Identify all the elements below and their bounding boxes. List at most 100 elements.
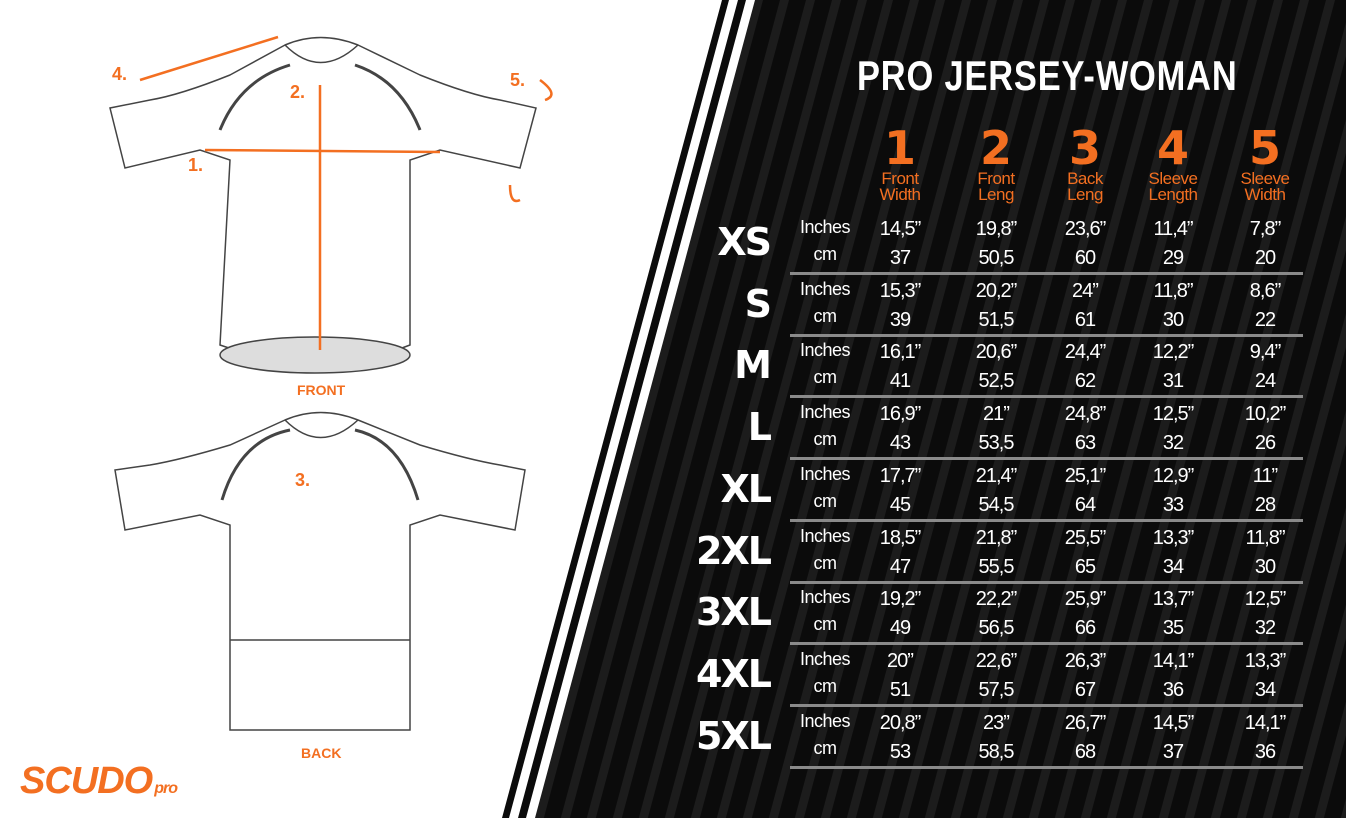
value-cm: 33 — [1162, 493, 1184, 516]
row-divider — [790, 765, 1303, 769]
value-cm: 65 — [1074, 555, 1096, 578]
value-inches: 11,4” — [1153, 218, 1193, 240]
value-inches: 13,7” — [1152, 588, 1195, 611]
column-number: 3 — [1068, 121, 1101, 175]
marker-1: 1. — [188, 155, 204, 175]
size-row: 2XL Inches cm 18,5” 47 21,8” 55,5 25,5” 65 13,… — [690, 523, 1305, 584]
size-label: S — [744, 281, 772, 326]
unit-inches: Inches — [799, 587, 851, 608]
unit-inches: Inches — [799, 278, 851, 299]
value-cm: 53 — [889, 740, 911, 763]
value-cm: 54,5 — [978, 493, 1015, 516]
value-inches: 24,4” — [1064, 341, 1107, 364]
marker-5: 5. — [510, 70, 526, 90]
brand-logo: SCUDO pro — [20, 760, 178, 802]
value-cm: 36 — [1254, 740, 1276, 763]
value-inches: 24,8” — [1064, 403, 1107, 426]
row-divider — [790, 518, 1303, 522]
row-divider — [790, 642, 1303, 646]
row-divider — [790, 395, 1303, 399]
unit-cm: cm — [813, 552, 838, 573]
unit-cm: cm — [813, 429, 838, 450]
value-cm: 24 — [1254, 370, 1276, 393]
row-divider — [790, 272, 1303, 275]
value-cm: 51,5 — [978, 308, 1015, 331]
value-cm: 68 — [1074, 740, 1096, 763]
value-inches: 25,1” — [1064, 464, 1107, 487]
size-row: 5XL Inches cm 20,8” 53 23” 58,5 26,7” 68 14,5”… — [690, 708, 1305, 769]
value-inches: 22,6” — [975, 649, 1018, 672]
column-header: 2 Front Leng — [946, 125, 1046, 203]
size-label: 5XL — [696, 713, 772, 758]
value-cm: 56,5 — [978, 617, 1015, 640]
value-cm: 60 — [1074, 247, 1096, 269]
value-cm: 29 — [1162, 247, 1184, 269]
size-row: L Inches cm 16,9” 43 21” 53,5 24,8” 63 12,5” 32… — [690, 399, 1305, 461]
column-label: Front — [881, 169, 919, 188]
value-cm: 51 — [889, 678, 911, 701]
row-divider — [790, 703, 1303, 707]
column-header: 1 Front Width — [850, 125, 950, 203]
value-cm: 36 — [1162, 678, 1184, 701]
value-inches: 16,1” — [879, 341, 922, 364]
value-inches: 11” — [1252, 464, 1278, 487]
value-inches: 9,4” — [1249, 341, 1281, 364]
unit-cm: cm — [813, 367, 838, 388]
value-inches: 22,2” — [975, 588, 1018, 611]
value-cm: 37 — [1162, 740, 1184, 763]
row-divider — [790, 457, 1303, 461]
value-cm: 34 — [1162, 555, 1184, 578]
value-inches: 12,5” — [1244, 588, 1287, 611]
column-label: Front — [977, 169, 1015, 188]
value-inches: 11,8” — [1153, 279, 1193, 302]
column-label: Back — [1067, 169, 1103, 188]
value-inches: 19,2” — [879, 588, 922, 611]
value-inches: 25,9” — [1064, 588, 1107, 611]
value-cm: 45 — [889, 493, 911, 516]
value-inches: 20,8” — [879, 711, 922, 734]
unit-inches: Inches — [799, 463, 851, 484]
value-cm: 34 — [1254, 678, 1276, 701]
value-inches: 11,8” — [1245, 526, 1285, 549]
size-label: XL — [720, 466, 771, 511]
value-cm: 63 — [1074, 432, 1096, 455]
dark-panel — [535, 0, 1346, 818]
marker-4: 4. — [112, 64, 128, 84]
value-cm: 52,5 — [978, 370, 1015, 393]
value-cm: 41 — [889, 370, 911, 393]
value-cm: 22 — [1254, 308, 1276, 331]
value-inches: 10,2” — [1244, 403, 1287, 426]
value-cm: 47 — [889, 555, 911, 578]
value-cm: 37 — [889, 247, 911, 269]
value-cm: 57,5 — [978, 678, 1015, 701]
value-inches: 8,6” — [1249, 279, 1281, 302]
value-cm: 64 — [1074, 493, 1096, 516]
value-cm: 30 — [1254, 555, 1276, 578]
value-cm: 32 — [1162, 432, 1184, 455]
size-row: S Inches cm 15,3” 39 20,2” 51,5 24” 61 11,8” 30… — [690, 276, 1305, 337]
back-label: BACK — [301, 745, 342, 761]
value-cm: 20 — [1254, 247, 1276, 269]
value-inches: 23” — [983, 711, 1010, 734]
column-label: Sleeve — [1240, 169, 1290, 188]
column-number: 4 — [1156, 121, 1189, 175]
value-inches: 26,7” — [1064, 711, 1107, 734]
size-label: XS — [717, 220, 772, 264]
stripe — [502, 0, 729, 818]
value-inches: 17,7” — [879, 464, 922, 487]
size-label: 2XL — [696, 528, 772, 573]
marker-2: 2. — [290, 82, 306, 102]
unit-cm: cm — [813, 614, 838, 635]
value-cm: 26 — [1254, 432, 1276, 455]
column-header: 5 Sleeve Width — [1215, 125, 1315, 203]
value-inches: 7,8” — [1249, 218, 1281, 240]
value-cm: 62 — [1074, 370, 1096, 393]
unit-inches: Inches — [799, 710, 851, 731]
value-inches: 18,5” — [879, 526, 922, 549]
value-cm: 55,5 — [978, 555, 1015, 578]
row-divider — [790, 580, 1303, 584]
value-inches: 14,1” — [1152, 649, 1195, 672]
unit-inches: Inches — [799, 525, 851, 546]
chart-title: PRO JERSEY-WOMAN — [857, 52, 1238, 99]
